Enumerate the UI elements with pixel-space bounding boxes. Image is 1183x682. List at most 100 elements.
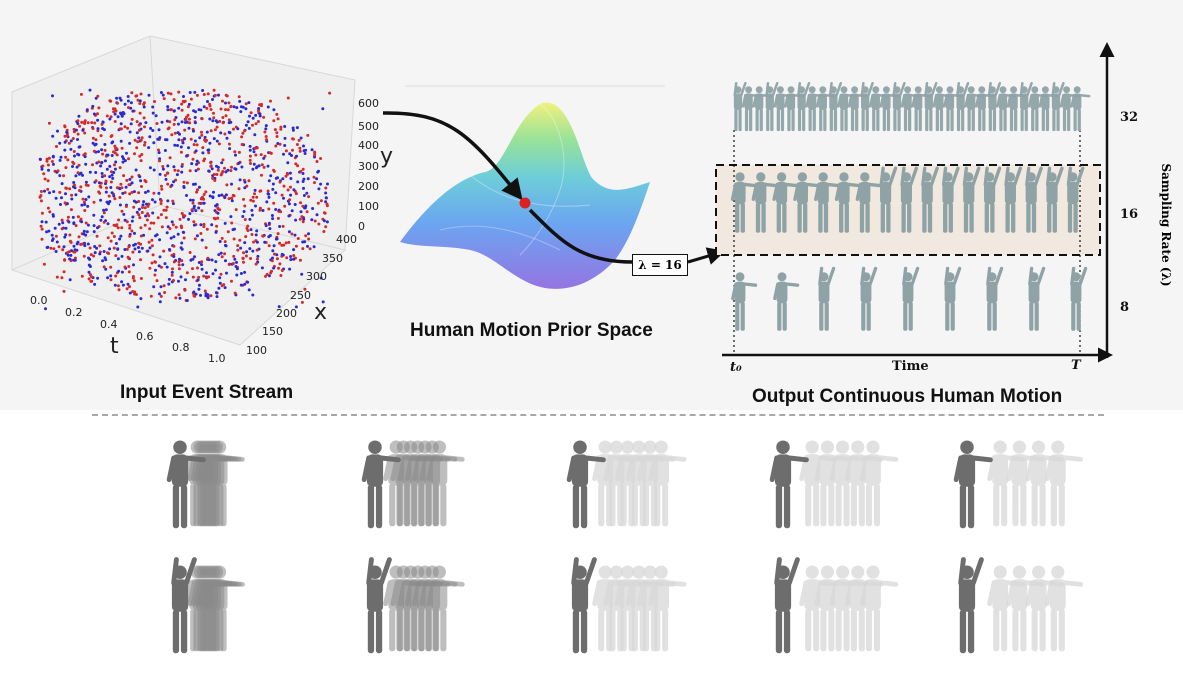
event-point <box>278 262 282 266</box>
event-point <box>248 154 252 158</box>
event-point <box>46 179 50 183</box>
event-point <box>43 177 47 181</box>
event-point <box>127 183 131 187</box>
event-point <box>258 114 262 118</box>
event-point <box>191 157 195 161</box>
event-point <box>77 114 81 118</box>
event-point <box>212 116 216 120</box>
event-point <box>56 169 60 173</box>
event-point <box>272 244 276 248</box>
event-point <box>215 224 219 228</box>
event-point <box>247 288 251 292</box>
event-point <box>161 165 165 168</box>
event-point <box>100 175 104 179</box>
event-point <box>130 117 134 121</box>
event-point <box>297 138 301 142</box>
human-figure <box>730 172 758 233</box>
event-point <box>321 300 325 304</box>
event-point <box>322 219 326 223</box>
event-point <box>201 146 205 150</box>
event-point <box>125 287 129 291</box>
event-point <box>299 169 303 173</box>
event-point <box>299 210 303 214</box>
event-point <box>147 240 151 244</box>
event-point <box>112 246 116 250</box>
event-point <box>284 149 288 153</box>
event-point <box>267 235 271 239</box>
event-point <box>156 216 160 220</box>
event-point <box>237 187 241 191</box>
event-point <box>166 182 170 186</box>
event-point <box>271 187 275 191</box>
event-point <box>39 194 43 197</box>
event-point <box>254 204 257 208</box>
human-figure <box>1044 440 1084 527</box>
event-point <box>42 262 46 266</box>
event-point <box>235 106 239 110</box>
event-point <box>270 269 273 273</box>
event-point <box>132 279 136 283</box>
event-point <box>264 224 268 228</box>
event-point <box>195 162 199 166</box>
event-point <box>51 134 55 138</box>
event-point <box>126 95 130 98</box>
event-point <box>111 176 115 180</box>
output-caption: Output Continuous Human Motion <box>752 386 1063 407</box>
event-point <box>63 134 67 138</box>
event-point <box>143 143 146 147</box>
event-point <box>264 274 267 278</box>
event-point <box>310 148 314 152</box>
event-point <box>221 158 225 162</box>
event-point <box>310 218 314 222</box>
event-point <box>161 167 165 171</box>
event-point <box>249 111 253 115</box>
event-point <box>325 204 329 208</box>
human-figure <box>958 557 984 654</box>
event-point <box>139 277 143 280</box>
event-point <box>214 204 218 208</box>
event-point <box>93 251 97 255</box>
event-point <box>95 246 99 250</box>
event-point <box>139 234 143 238</box>
event-point <box>125 151 128 155</box>
event-point <box>261 234 265 238</box>
event-point <box>116 115 120 119</box>
event-point <box>64 226 68 230</box>
event-point <box>108 164 112 168</box>
event-point <box>54 196 58 200</box>
event-point <box>159 285 163 289</box>
event-point <box>182 180 186 184</box>
event-point <box>168 156 172 160</box>
event-point <box>249 198 253 202</box>
event-point <box>274 176 278 180</box>
event-point <box>142 233 146 237</box>
event-point <box>241 215 245 218</box>
event-point <box>173 168 177 172</box>
event-point <box>166 127 170 131</box>
event-point <box>238 178 242 182</box>
human-figure <box>772 172 800 233</box>
event-point <box>243 218 247 221</box>
event-point <box>243 186 247 190</box>
event-point <box>87 277 91 281</box>
x-tick: 150 <box>262 325 283 338</box>
event-point <box>302 194 306 197</box>
human-figure <box>166 440 206 529</box>
human-figure <box>751 172 779 233</box>
t-end-label: T <box>1071 358 1081 373</box>
event-point <box>86 204 90 208</box>
event-point <box>63 258 67 262</box>
event-point <box>120 254 124 258</box>
event-point <box>267 179 271 183</box>
event-point <box>105 186 108 190</box>
event-point <box>130 91 134 95</box>
event-point <box>164 177 168 181</box>
event-point <box>160 184 163 188</box>
event-point <box>123 191 127 195</box>
event-point <box>225 271 228 275</box>
event-point <box>267 207 271 211</box>
event-point <box>98 244 102 248</box>
event-point <box>220 171 224 175</box>
event-point <box>180 259 184 263</box>
event-point <box>127 157 130 161</box>
